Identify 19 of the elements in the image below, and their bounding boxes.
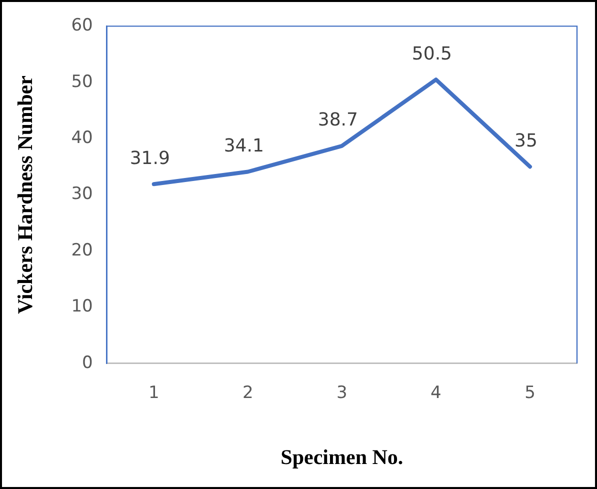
y-tick-label: 20 [71, 240, 93, 260]
data-label: 38.7 [318, 110, 358, 131]
data-label: 35 [514, 130, 538, 152]
x-tick-label: 2 [242, 383, 254, 404]
y-axis-title: Vickers Hardness Number [13, 76, 38, 314]
x-tick-label: 4 [430, 383, 442, 404]
x-tick-label: 1 [148, 383, 160, 404]
y-tick-label: 50 [71, 72, 93, 92]
data-label: 31.9 [130, 148, 170, 169]
x-tick-label: 5 [524, 383, 536, 404]
y-tick-label: 30 [71, 184, 93, 204]
data-label: 34.1 [224, 135, 264, 156]
y-tick-label: 0 [82, 352, 93, 373]
data-label: 50.5 [412, 43, 452, 64]
y-tick-label: 40 [71, 128, 93, 148]
y-tick-label: 60 [71, 16, 93, 36]
x-tick-label: 3 [336, 383, 348, 404]
y-tick-label: 10 [71, 296, 93, 317]
x-axis-title: Specimen No. [280, 444, 404, 469]
